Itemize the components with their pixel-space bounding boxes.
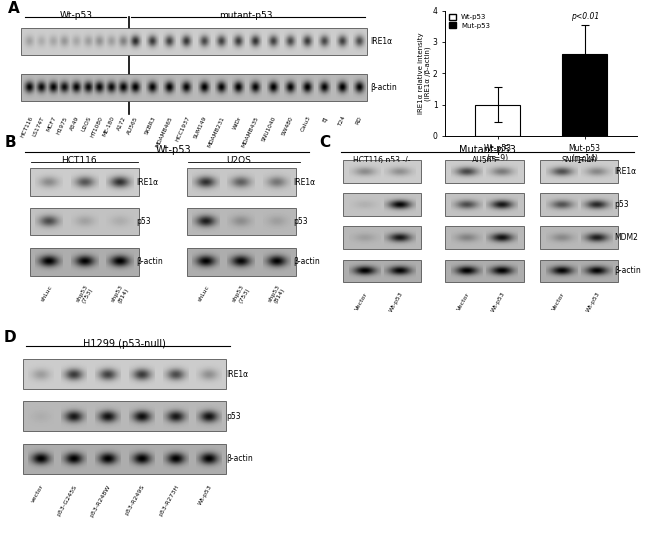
Text: A: A [8,2,20,17]
Text: IRE1α: IRE1α [136,178,159,187]
Text: LS174T: LS174T [32,116,46,137]
Bar [30,168,139,196]
Bar [23,444,226,474]
Text: MDAMB435: MDAMB435 [241,116,260,148]
Text: β-actin: β-actin [293,257,320,266]
Text: Wt-p53: Wt-p53 [388,291,404,313]
Text: HCT116 p53 -/-: HCT116 p53 -/- [354,156,411,165]
Text: p53: p53 [226,411,241,421]
Bar [187,168,296,196]
Bar [445,193,524,216]
Text: p53: p53 [614,200,629,209]
Bar [445,227,524,249]
Bar [445,160,524,183]
Text: A172: A172 [116,116,127,131]
Text: EJ: EJ [322,116,329,123]
Text: HCC1937: HCC1937 [175,116,191,143]
Text: B: B [5,135,16,150]
Text: Calu3: Calu3 [300,116,311,133]
Text: p53: p53 [136,217,151,226]
Text: T24: T24 [337,116,346,127]
Bar [475,104,520,136]
Y-axis label: IRE1α relative intensity
(IRE1α /β-actin): IRE1α relative intensity (IRE1α /β-actin… [418,33,432,114]
Text: IRE1α: IRE1α [226,370,248,378]
Bar [30,248,139,276]
Text: SW480: SW480 [281,116,294,136]
Text: Vector: Vector [457,291,471,311]
Text: Wt-p53: Wt-p53 [155,145,191,155]
Text: D: D [3,329,16,344]
Text: p53-G245S: p53-G245S [57,484,78,517]
Text: Wt-p53: Wt-p53 [198,484,213,506]
Text: p<0.01: p<0.01 [571,12,599,21]
Text: U2OS: U2OS [226,156,251,165]
Bar [562,54,607,136]
Bar [445,260,524,282]
Text: HCT116: HCT116 [61,156,96,165]
Text: IRE1α: IRE1α [614,167,636,176]
Text: WiDr: WiDr [232,116,242,131]
Bar [23,401,226,431]
Bar [23,359,226,389]
Text: MCF7: MCF7 [46,116,57,133]
Text: RD: RD [355,116,363,125]
Text: SKBR3: SKBR3 [144,116,157,135]
Text: β-actin: β-actin [226,455,253,464]
Text: shp53
(814): shp53 (814) [267,284,286,306]
Bar [30,208,139,236]
Text: Wt-p53: Wt-p53 [491,291,506,313]
Text: mutant-p53: mutant-p53 [219,11,272,20]
Text: A549: A549 [70,116,81,132]
Bar [21,74,367,101]
Text: AU565: AU565 [126,116,139,135]
Text: p53-R273H: p53-R273H [158,484,179,517]
Bar [540,227,618,249]
Bar [343,227,421,249]
Bar [343,160,421,183]
Text: SNU1040: SNU1040 [562,156,597,165]
Text: C: C [320,135,331,150]
Text: shp53
(814): shp53 (814) [111,284,129,306]
Text: shLuc: shLuc [197,284,210,302]
Text: MDAMB465: MDAMB465 [155,116,174,148]
Text: SUM149: SUM149 [193,116,208,140]
Bar [343,260,421,282]
Text: ME-180: ME-180 [102,116,116,138]
Text: shp53
(753): shp53 (753) [232,284,251,306]
Bar [187,248,296,276]
Text: shp53
(753): shp53 (753) [75,284,94,306]
Text: IRE1α: IRE1α [370,37,393,46]
Text: β-actin: β-actin [370,83,397,92]
Text: vector: vector [30,484,45,504]
Text: HT1080: HT1080 [90,116,104,139]
Text: HCT116: HCT116 [20,116,34,139]
Text: MDM2: MDM2 [614,233,638,242]
Text: p53-R249S: p53-R249S [124,484,146,516]
Text: U2OS: U2OS [81,116,92,133]
Text: H1975: H1975 [56,116,69,135]
Text: β-actin: β-actin [136,257,163,266]
Bar [540,160,618,183]
Bar [540,260,618,282]
Text: MDAMB231: MDAMB231 [207,116,226,148]
Text: Mutant-p53: Mutant-p53 [459,145,516,155]
Text: Wt-p53: Wt-p53 [60,11,92,20]
Text: H1299 (p53-null): H1299 (p53-null) [83,340,166,349]
Text: β-actin: β-actin [614,266,641,275]
Text: p53-R248W: p53-R248W [90,484,112,518]
Text: AU565: AU565 [472,156,497,165]
Text: Vector: Vector [354,291,369,311]
Bar [187,208,296,236]
Text: Wt-p53: Wt-p53 [586,291,601,313]
Bar [540,193,618,216]
Bar [343,193,421,216]
Text: SNU1040: SNU1040 [261,116,277,142]
Text: p53: p53 [293,217,307,226]
Bar [21,28,367,55]
Text: shLuc: shLuc [40,284,53,302]
Text: IRE1α: IRE1α [293,178,315,187]
Text: Vector: Vector [551,291,566,311]
Legend: Wt-p53, Mut-p53: Wt-p53, Mut-p53 [448,14,490,29]
